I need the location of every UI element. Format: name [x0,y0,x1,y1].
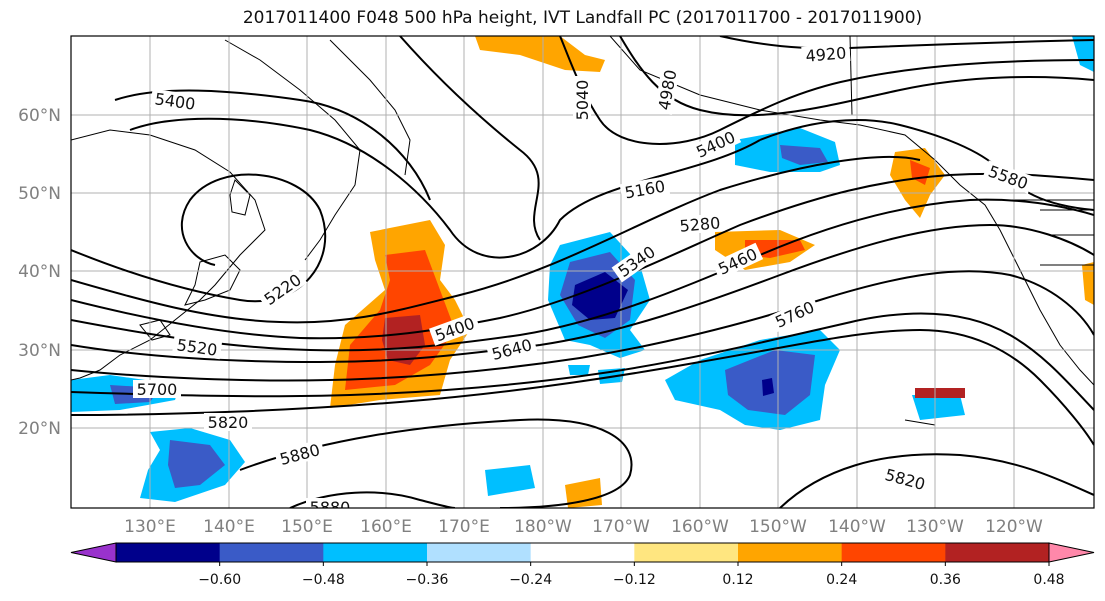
longitude-label: 170°W [592,517,650,537]
longitude-label: 130°E [124,517,176,537]
contour-label: 5040 [573,80,592,121]
longitude-label: 160°W [671,517,729,537]
colorbar-swatch [323,543,428,562]
contour-label-background [133,380,181,398]
colorbar-swatch [427,543,532,562]
contour-label-background [150,88,201,114]
contour-label-background [204,413,252,431]
colorbar-outline [115,542,1050,563]
colorbar-tick-label: 0.36 [930,572,961,588]
colorbar [70,542,1095,563]
contour-label-background [879,464,931,494]
longitude-label: 150°E [281,517,333,537]
contour-label-background [573,76,591,124]
contour-label-background [429,312,481,346]
colorbar-swatch [219,543,324,562]
longitude-label: 140°W [828,517,886,537]
colorbar-tick-label: 0.12 [722,572,753,588]
longitude-label: 140°E [203,517,255,537]
latitude-label: 20°N [18,419,61,439]
longitude-label: 150°W [749,517,807,537]
latitude-label: 30°N [18,341,61,361]
contour-label: 4920 [805,43,847,65]
contour-label-background [712,242,764,280]
longitude-label: 170°E [438,517,490,537]
colorbar-tick-label: −0.48 [302,572,345,588]
colorbar-tick-label: −0.12 [613,572,656,588]
latitude-label: 60°N [18,106,61,126]
latitude-label: 50°N [18,184,61,204]
longitude-labels: 130°E 140°E 150°E 160°E 170°E 180°W 170°W 160°W… [124,517,1043,537]
map-title: 2017011400 F048 500 hPa height, IVT Land… [242,8,923,28]
contour-label-background [257,268,308,311]
latitude-label: 40°N [18,262,61,282]
colorbar-tick-label: 0.48 [1033,572,1064,588]
map-frame [70,35,1095,509]
contour-label-background [653,64,681,116]
contour-label-background [769,295,821,333]
contour-label-background [172,334,223,360]
contour-label-background [675,212,725,236]
contour-label-background [486,334,538,364]
colorbar-extend-low [70,542,117,563]
contour-label-background [690,125,742,163]
contour-label: 5880 [310,498,351,517]
colorbar-swatch [945,543,1050,562]
colorbar-tick-labels: −0.60 −0.48 −0.36 −0.24 −0.12 0.12 0.24 0.36 0.4… [198,562,1065,588]
longitude-label: 180°W [514,517,572,537]
contour-label-background [619,175,671,203]
colorbar-swatch [841,543,946,562]
colorbar-swatch [634,543,739,562]
longitude-label: 120°W [985,517,1043,537]
colorbar-swatch [116,543,221,562]
colorbar-tick-label: −0.24 [509,572,552,588]
colorbar-tick-label: 0.24 [826,572,857,588]
positive-anomaly-alaska [890,148,945,218]
colorbar-tick-label: −0.60 [198,572,241,588]
longitude-label: 160°E [360,517,412,537]
contour-label: 5280 [679,213,721,235]
contour-label: 5700 [137,380,178,399]
contour-label-background [982,160,1034,194]
colorbar-tick-label: −0.36 [406,572,449,588]
contour-label-background [274,439,326,469]
colorbar-swatch [530,543,635,562]
contour-label-background [306,498,354,508]
contour-label-background [801,42,851,66]
longitude-label: 130°W [906,517,964,537]
contour-label-background [611,240,662,283]
colorbar-extend-high [1048,542,1095,563]
latitude-labels: 60°N 50°N 40°N 30°N 20°N [18,106,61,439]
colorbar-swatch [738,543,843,562]
contour-label: 5820 [208,413,249,432]
